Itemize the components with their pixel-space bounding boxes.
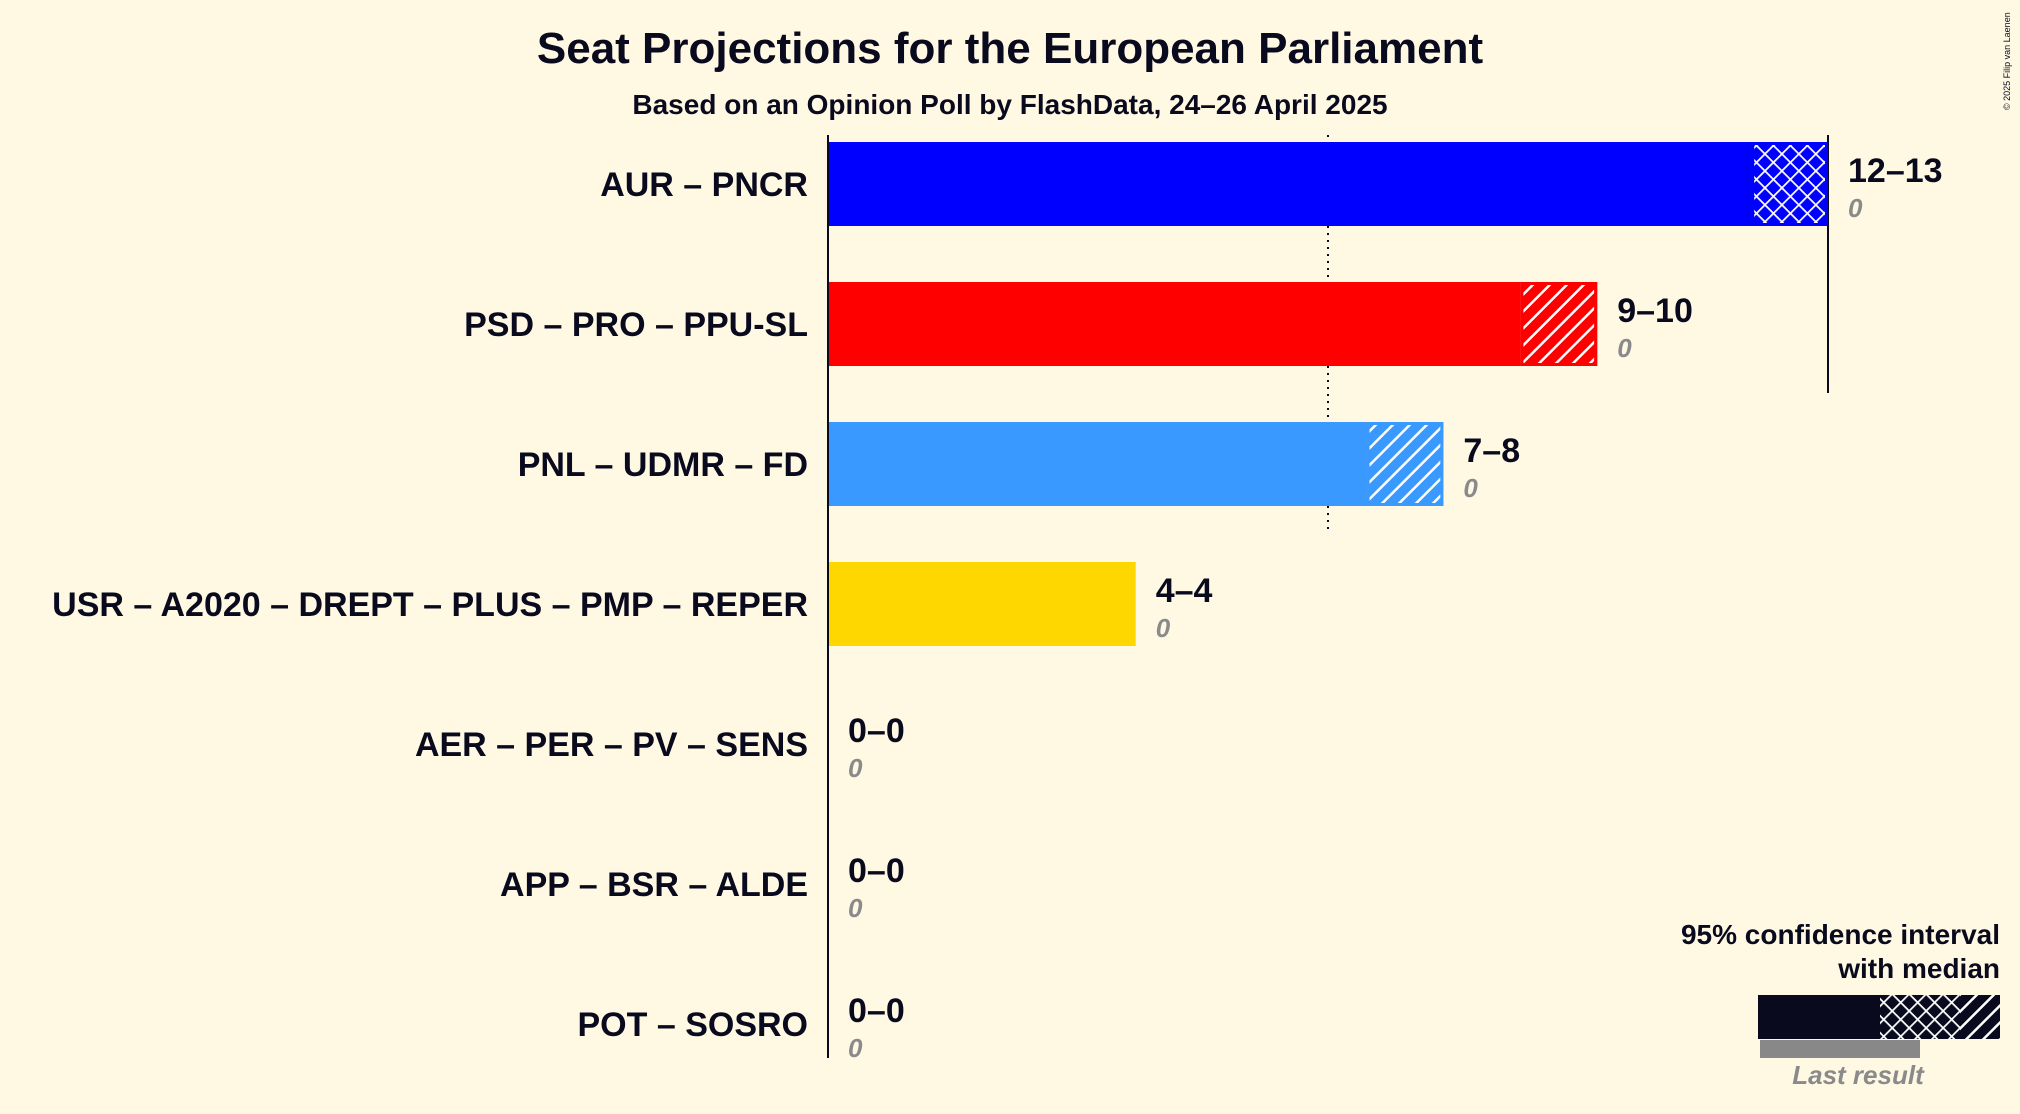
bar-interval-outline	[1366, 422, 1444, 506]
party-label: PSD – PRO – PPU-SL	[464, 306, 808, 344]
last-result-label: 0	[1617, 333, 1632, 363]
bar-interval-outline	[1520, 282, 1598, 366]
range-label: 0–0	[848, 852, 905, 890]
party-label: AUR – PNCR	[600, 166, 808, 204]
legend-diag-pattern	[1960, 995, 2000, 1039]
legend-cross-pattern	[1880, 995, 1960, 1039]
party-label: PNL – UDMR – FD	[518, 446, 808, 484]
last-result-label: 0	[1848, 193, 1863, 223]
party-row: PSD – PRO – PPU-SL 9–100	[464, 282, 1693, 366]
legend-last-result-label: Last result	[1792, 1060, 1925, 1090]
party-label: AER – PER – PV – SENS	[415, 726, 808, 764]
legend: 95% confidence interval with median Last…	[1681, 919, 2000, 1090]
bar-interval-pattern	[1523, 285, 1595, 363]
party-row: POT – SOSRO 0–00	[578, 992, 905, 1063]
party-row: APP – BSR – ALDE 0–00	[500, 852, 905, 923]
bar-solid	[828, 562, 1136, 646]
bar-solid	[828, 282, 1521, 366]
legend-line-1: 95% confidence interval	[1681, 919, 2000, 950]
range-label: 12–13	[1848, 152, 1943, 190]
legend-line-2: with median	[1837, 953, 2000, 984]
range-label: 7–8	[1463, 432, 1520, 470]
bar-solid	[828, 422, 1367, 506]
chart-title: Seat Projections for the European Parlia…	[537, 24, 1484, 73]
party-row: USR – A2020 – DREPT – PLUS – PMP – REPER…	[52, 562, 1213, 646]
bar-interval-outline	[1751, 142, 1828, 226]
bar-interval-pattern	[1369, 425, 1441, 503]
last-result-label: 0	[848, 893, 863, 923]
range-label: 0–0	[848, 992, 905, 1030]
bar-solid	[828, 142, 1752, 226]
range-label: 4–4	[1156, 572, 1213, 610]
party-label: APP – BSR – ALDE	[500, 866, 808, 904]
party-label: USR – A2020 – DREPT – PLUS – PMP – REPER	[52, 586, 808, 624]
last-result-label: 0	[1156, 613, 1171, 643]
copyright-note: © 2025 Filip van Laenen	[2002, 12, 2012, 110]
legend-last-result-bar	[1760, 1040, 1920, 1058]
last-result-label: 0	[1463, 473, 1478, 503]
last-result-label: 0	[848, 1033, 863, 1063]
bar-interval-pattern	[1754, 145, 1825, 223]
party-row: AUR – PNCR 12–130	[600, 142, 1943, 226]
party-row: AER – PER – PV – SENS 0–00	[415, 712, 905, 783]
party-row: PNL – UDMR – FD 7–80	[518, 422, 1520, 506]
last-result-label: 0	[848, 753, 863, 783]
range-label: 9–10	[1617, 292, 1693, 330]
range-label: 0–0	[848, 712, 905, 750]
legend-solid-swatch	[1758, 995, 1880, 1039]
chart-subtitle: Based on an Opinion Poll by FlashData, 2…	[632, 89, 1387, 120]
party-label: POT – SOSRO	[578, 1006, 809, 1044]
